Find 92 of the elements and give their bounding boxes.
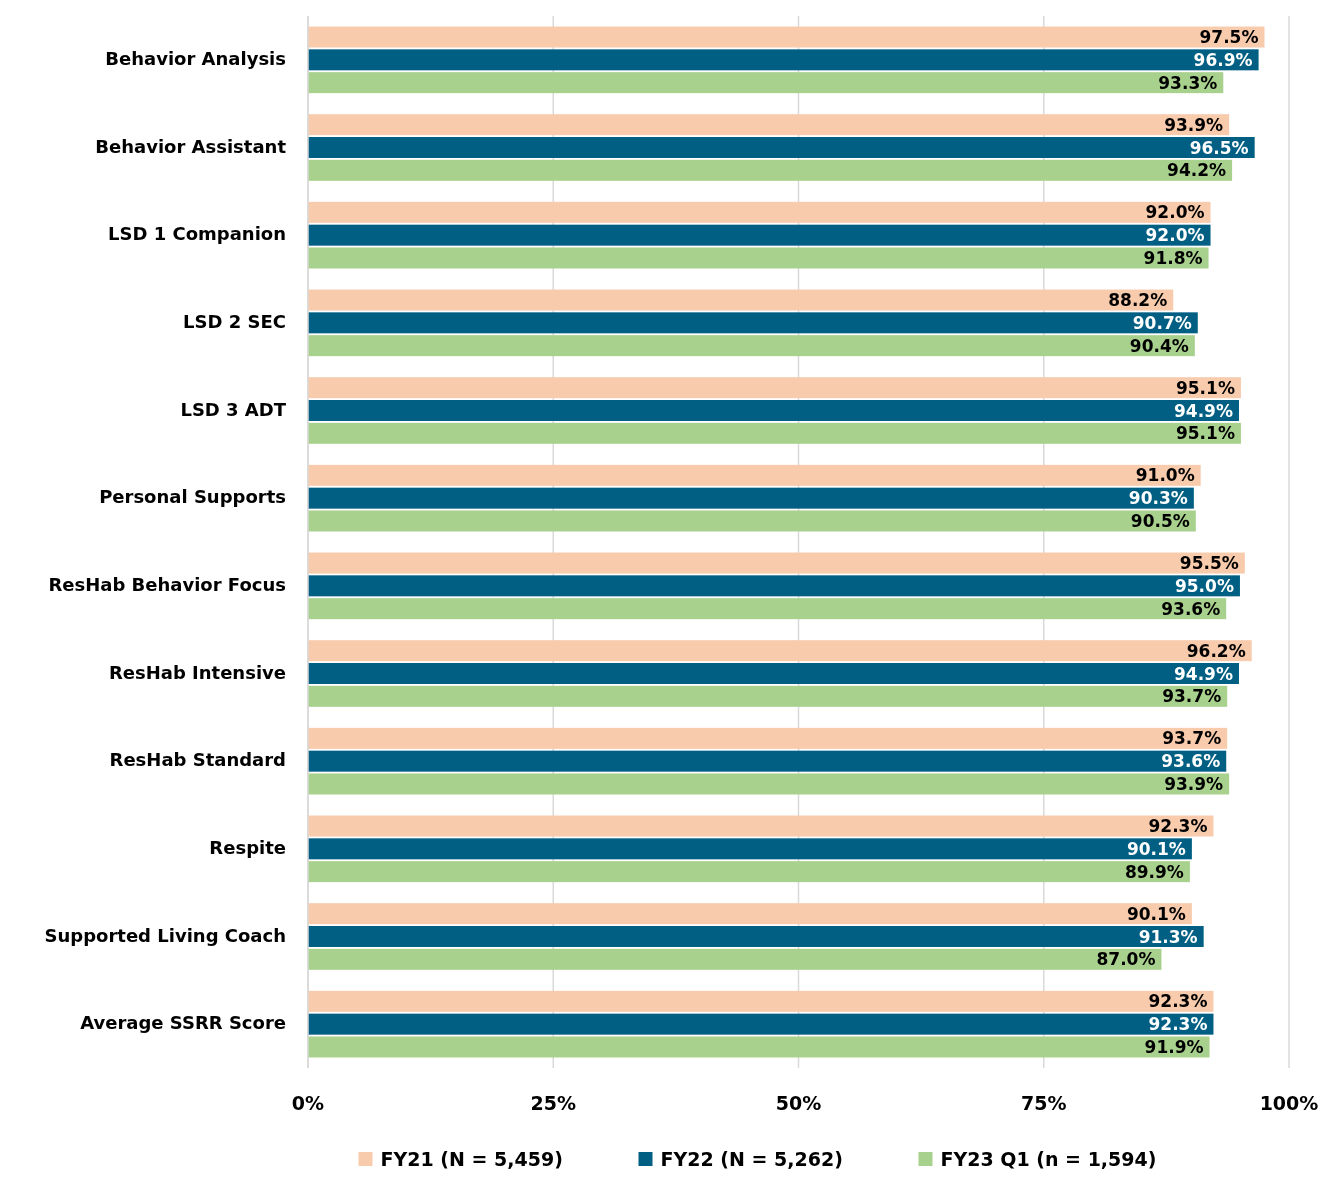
data-label: 96.5%: [1189, 137, 1249, 158]
data-label: 91.9%: [1144, 1036, 1204, 1057]
legend-label: FY23 Q1 (n = 1,594): [940, 1148, 1157, 1170]
x-tick-label: 100%: [1259, 1092, 1319, 1114]
bar: [308, 487, 1194, 509]
data-label: 94.9%: [1173, 400, 1233, 421]
data-label: 90.3%: [1128, 488, 1188, 509]
data-label: 95.0%: [1174, 575, 1234, 596]
data-label: 92.0%: [1145, 202, 1205, 223]
bar: [308, 861, 1190, 883]
bar: [308, 1013, 1214, 1035]
data-label: 88.2%: [1108, 290, 1168, 311]
y-tick-label: LSD 3 ADT: [180, 398, 287, 420]
bar: [308, 72, 1224, 94]
bar: [308, 640, 1252, 662]
bar: [308, 990, 1214, 1012]
bar: [308, 1036, 1210, 1058]
y-tick-label: Personal Supports: [99, 486, 286, 508]
bar: [308, 49, 1259, 71]
data-label: 93.7%: [1162, 686, 1222, 707]
data-label: 90.7%: [1132, 312, 1192, 333]
data-label: 95.1%: [1175, 377, 1235, 398]
bar: [308, 422, 1241, 444]
bar: [308, 289, 1174, 311]
data-label: 93.9%: [1164, 114, 1224, 135]
bar: [308, 114, 1230, 136]
data-label: 95.5%: [1179, 553, 1239, 574]
y-tick-label: ResHab Standard: [109, 749, 286, 771]
bar: [308, 201, 1211, 223]
bar: [308, 137, 1255, 158]
data-label: 90.5%: [1130, 510, 1190, 531]
bar: [308, 948, 1162, 970]
y-tick-label: ResHab Intensive: [108, 661, 286, 683]
bar: [308, 685, 1228, 707]
bar: [308, 377, 1241, 399]
bar: [308, 750, 1227, 772]
y-tick-label: Supported Living Coach: [44, 924, 286, 946]
bar: [308, 663, 1239, 684]
data-label: 94.2%: [1167, 160, 1227, 181]
bar: [308, 510, 1196, 532]
data-label: 97.5%: [1199, 27, 1259, 48]
data-label: 96.2%: [1186, 640, 1246, 661]
data-label: 92.0%: [1145, 225, 1205, 246]
y-tick-label: Behavior Analysis: [105, 47, 286, 69]
bar: [308, 926, 1204, 947]
legend-label: FY22 (N = 5,262): [660, 1148, 843, 1170]
data-label: 91.0%: [1135, 465, 1195, 486]
data-label: 93.6%: [1161, 598, 1221, 619]
x-tick-label: 50%: [775, 1092, 822, 1114]
bar: [308, 335, 1195, 357]
x-tick-label: 0%: [291, 1092, 325, 1114]
data-label: 96.9%: [1193, 49, 1253, 70]
bar: [308, 838, 1192, 860]
bar: [308, 400, 1239, 421]
bar: [308, 815, 1214, 837]
x-tick-label: 25%: [530, 1092, 576, 1114]
data-label: 93.9%: [1164, 773, 1224, 794]
bar: [308, 247, 1209, 269]
data-label: 95.1%: [1175, 423, 1235, 444]
data-label: 87.0%: [1096, 949, 1156, 970]
data-label: 89.9%: [1124, 861, 1184, 882]
data-label: 90.4%: [1129, 335, 1189, 356]
bar: [308, 598, 1227, 620]
bar: [308, 159, 1233, 181]
data-label: 93.7%: [1162, 728, 1222, 749]
bar: [308, 224, 1211, 246]
y-tick-label: LSD 2 SEC: [183, 310, 286, 332]
data-label: 93.6%: [1161, 751, 1221, 772]
x-tick-label: 75%: [1021, 1092, 1067, 1114]
data-label: 91.8%: [1143, 247, 1203, 268]
data-label: 91.3%: [1138, 926, 1198, 947]
data-label: 92.3%: [1148, 816, 1208, 837]
y-tick-label: Behavior Assistant: [95, 135, 287, 157]
bar: [308, 464, 1201, 486]
bar: [308, 312, 1198, 334]
y-tick-label: ResHab Behavior Focus: [48, 573, 286, 595]
y-tick-label: Respite: [209, 836, 286, 858]
bar: [308, 26, 1265, 48]
bar: [308, 727, 1228, 749]
legend-label: FY21 (N = 5,459): [380, 1148, 563, 1170]
data-label: 90.1%: [1126, 903, 1186, 924]
bar: [308, 903, 1192, 925]
data-label: 92.3%: [1148, 1014, 1208, 1035]
data-label: 94.9%: [1173, 663, 1233, 684]
data-label: 92.3%: [1148, 991, 1208, 1012]
y-tick-label: LSD 1 Companion: [108, 223, 286, 245]
data-label: 90.1%: [1126, 838, 1186, 859]
bar: [308, 773, 1230, 795]
data-label: 93.3%: [1158, 72, 1218, 93]
y-tick-label: Average SSRR Score: [80, 1012, 286, 1034]
bar: [308, 552, 1245, 574]
bar: [308, 575, 1240, 597]
